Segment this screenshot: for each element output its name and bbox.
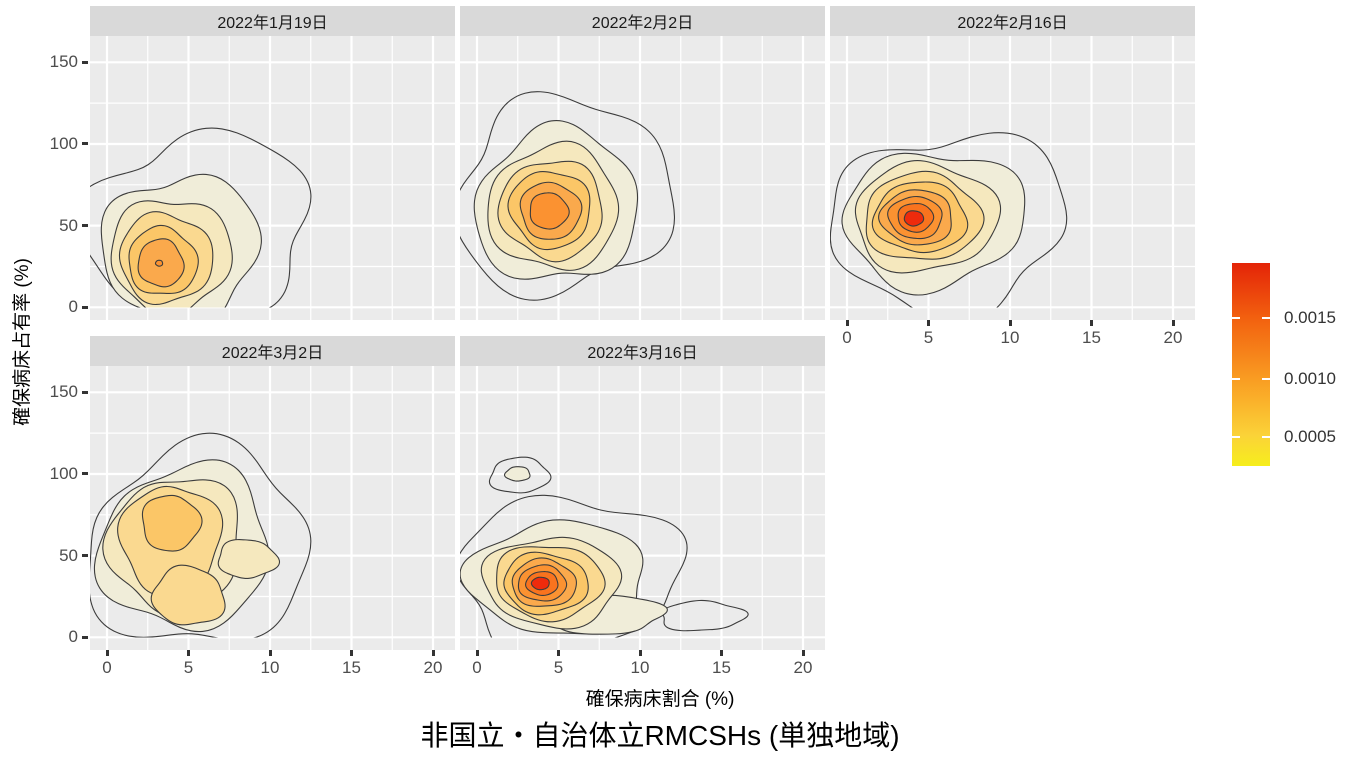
y-tick-mark <box>82 472 88 476</box>
y-tick-label: 100 <box>49 463 78 483</box>
y-tick-mark <box>82 142 88 146</box>
y-tick-mark <box>82 635 88 639</box>
contour-group <box>460 91 676 301</box>
x-tick-label: 15 <box>1082 328 1101 347</box>
y-tick-mark <box>82 60 88 64</box>
x-tick-label: 0 <box>842 328 852 347</box>
facet-strip-1: 2022年1月19日 <box>90 6 455 36</box>
x-tick-mark <box>638 650 642 656</box>
legend-tick <box>1262 377 1270 380</box>
legend-tick <box>1232 316 1240 319</box>
contour-group <box>90 432 312 638</box>
y-tick-label: 150 <box>49 52 78 72</box>
x-tick-label: 5 <box>183 658 194 677</box>
facet-panel-3 <box>830 36 1195 320</box>
y-axis-row-1: 0 50 100 150 <box>40 36 90 320</box>
x-tick-label: 10 <box>630 658 650 677</box>
x-tick-mark <box>720 650 723 656</box>
y-tick-mark <box>82 224 88 228</box>
x-tick-label: 20 <box>423 658 443 677</box>
x-tick-mark <box>927 320 930 326</box>
facet-panel-1 <box>90 36 455 320</box>
x-tick-mark <box>801 650 805 656</box>
x-tick-mark <box>845 320 849 326</box>
facet-title-5: 2022年3月16日 <box>587 345 698 362</box>
contour-group <box>90 127 312 308</box>
legend-label: 0.0010 <box>1284 368 1336 388</box>
x-tick-label: 10 <box>1000 328 1020 347</box>
x-tick-mark <box>350 650 353 656</box>
y-tick-mark <box>82 305 88 309</box>
facet-title-4: 2022年3月2日 <box>221 345 324 362</box>
x-tick-label: 5 <box>923 328 934 347</box>
x-axis-panel-5: 0 5 10 15 20 <box>460 650 825 684</box>
x-tick-mark <box>1171 320 1175 326</box>
legend-label: 0.0015 <box>1284 307 1336 327</box>
y-tick-label: 50 <box>59 545 78 565</box>
facet-title-1: 2022年1月19日 <box>217 15 328 32</box>
y-axis-row-2: 0 50 100 150 <box>40 366 90 650</box>
x-tick-label: 20 <box>793 658 813 677</box>
contour-group <box>460 456 749 638</box>
x-tick-mark <box>187 650 190 656</box>
legend-colorbar <box>1232 263 1270 466</box>
facet-title-2: 2022年2月2日 <box>591 15 694 32</box>
x-tick-label: 20 <box>1163 328 1183 347</box>
y-tick-label: 150 <box>49 382 78 402</box>
facet-title-3: 2022年2月16日 <box>957 15 1068 32</box>
x-axis-title: 確保病床割合 (%) <box>585 689 735 710</box>
facet-strip-4: 2022年3月2日 <box>90 336 455 366</box>
facet-strip-2: 2022年2月2日 <box>460 6 825 36</box>
facet-panel-4 <box>90 366 455 650</box>
legend-tick <box>1262 435 1270 438</box>
facet-panel-2 <box>460 36 825 320</box>
y-tick-label: 0 <box>68 297 78 317</box>
y-tick-mark <box>82 390 88 394</box>
x-tick-label: 10 <box>260 658 280 677</box>
x-tick-mark <box>1008 320 1012 326</box>
x-tick-label: 15 <box>342 658 361 677</box>
x-axis-panel-3: 0 5 10 15 20 <box>830 320 1195 354</box>
x-tick-mark <box>557 650 560 656</box>
y-tick-mark <box>82 554 88 558</box>
facet-panel-5 <box>460 366 825 650</box>
facet-strip-3: 2022年2月16日 <box>830 6 1195 36</box>
x-tick-label: 5 <box>553 658 564 677</box>
x-tick-mark <box>268 650 272 656</box>
x-tick-label: 15 <box>712 658 731 677</box>
x-tick-label: 0 <box>102 658 112 677</box>
y-tick-label: 0 <box>68 627 78 647</box>
facet-strip-5: 2022年3月16日 <box>460 336 825 366</box>
x-tick-mark <box>105 650 109 656</box>
x-tick-mark <box>475 650 479 656</box>
x-axis-panel-4: 0 5 10 15 20 <box>90 650 455 684</box>
x-tick-mark <box>431 650 435 656</box>
y-axis-title: 確保病床占有率 (%) <box>12 258 33 426</box>
legend-label: 0.0005 <box>1284 426 1336 446</box>
legend-tick <box>1232 377 1240 380</box>
legend-tick <box>1232 435 1240 438</box>
contour-group <box>830 132 1068 308</box>
y-tick-label: 50 <box>59 215 78 235</box>
x-tick-mark <box>1090 320 1093 326</box>
legend-tick <box>1262 316 1270 319</box>
figure-caption: 非国立・自治体立RMCSHs (単独地域) <box>420 720 900 751</box>
x-tick-label: 0 <box>472 658 482 677</box>
y-tick-label: 100 <box>49 133 78 153</box>
